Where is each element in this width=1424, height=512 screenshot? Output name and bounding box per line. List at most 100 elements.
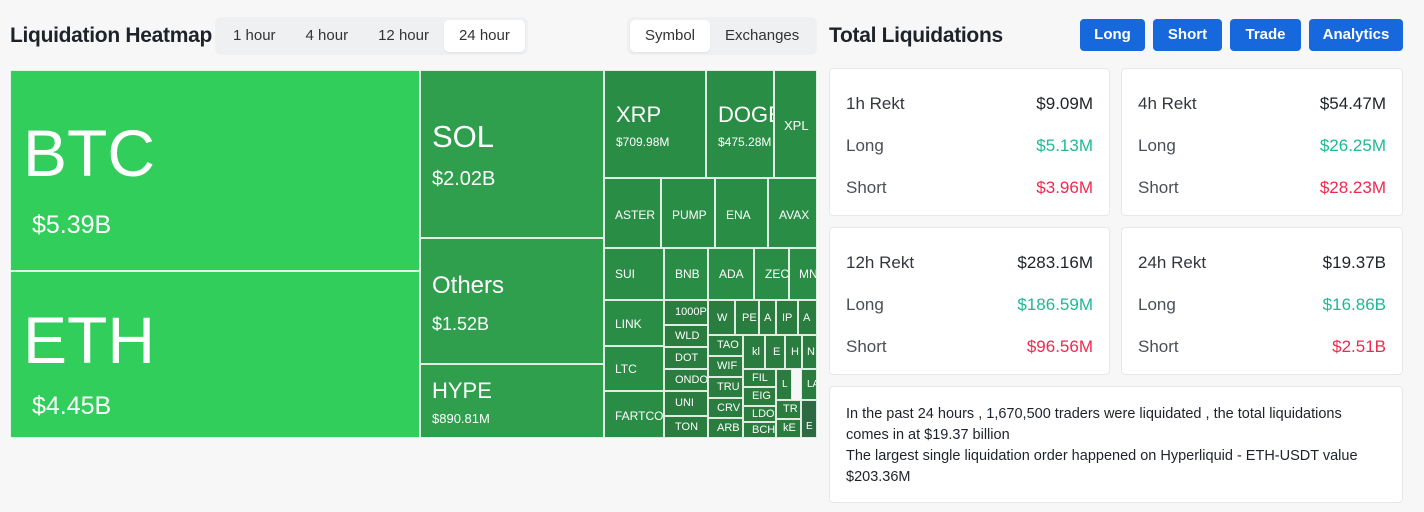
heatmap-tile[interactable]: ENA <box>715 178 768 248</box>
heatmap-tile[interactable]: BTC $5.39B <box>10 70 420 271</box>
liquidation-summary: In the past 24 hours , 1,670,500 traders… <box>829 386 1403 503</box>
heatmap-tile[interactable]: W <box>708 300 735 335</box>
heatmap-tile-symbol: E <box>773 346 781 358</box>
heatmap-tile[interactable]: DOT <box>664 347 708 369</box>
heatmap-tile[interactable]: SUI <box>604 248 664 300</box>
heatmap-tile-symbol: XRP <box>616 102 662 127</box>
heatmap-tile[interactable]: N <box>802 335 817 369</box>
tab-exchanges[interactable]: Exchanges <box>725 27 800 44</box>
heatmap-tile-symbol: A <box>803 312 811 324</box>
heatmap-tile[interactable]: ADA <box>708 248 754 300</box>
long-label: Long <box>846 136 884 155</box>
heatmap-tile[interactable]: DOGE $475.28M <box>706 70 774 178</box>
heatmap-tile[interactable]: ETH $4.45B <box>10 271 420 438</box>
heatmap-tile-symbol: CRV <box>717 402 741 414</box>
heatmap-tile[interactable]: XRP $709.98M <box>604 70 706 178</box>
heatmap-tile[interactable]: SOL $2.02B <box>420 70 604 238</box>
tab-12-hour[interactable]: 12 hour <box>378 27 429 44</box>
heatmap-tile[interactable]: XPL <box>774 70 817 178</box>
tab-1-hour[interactable]: 1 hour <box>233 27 276 44</box>
heatmap-tile[interactable]: WLD <box>664 325 708 347</box>
long-value: $26.25M <box>1319 136 1386 155</box>
heatmap-tile[interactable]: ZEC <box>754 248 789 300</box>
heatmap-tile-symbol: PUMP <box>672 208 707 222</box>
heatmap-tile-symbol: ASTER <box>615 208 656 222</box>
heatmap-tile-value: $2.02B <box>432 168 496 190</box>
heatmap-tile[interactable]: ONDO <box>664 369 708 391</box>
heatmap-tile[interactable]: IP <box>776 300 798 335</box>
heatmap-tile-symbol: PE <box>742 312 757 324</box>
heatmap-tile[interactable]: A <box>798 300 817 335</box>
short-value: $28.23M <box>1319 178 1386 197</box>
rekt-total-value: $283.16M <box>1017 253 1093 272</box>
rekt-total-value: $19.37B <box>1322 253 1386 272</box>
tab-4-hour[interactable]: 4 hour <box>305 27 349 44</box>
short-label: Short <box>846 337 887 356</box>
heatmap-tile[interactable]: BNB <box>664 248 708 300</box>
heatmap-tile[interactable]: E <box>765 335 785 369</box>
short-label: Short <box>846 178 887 197</box>
long-value: $16.86B <box>1322 295 1386 314</box>
time-range-tabs: 1 hour 4 hour 12 hour 24 hour <box>215 17 528 55</box>
heatmap-tile-symbol: ONDO <box>675 374 708 386</box>
heatmap-tile-symbol: TR <box>783 403 798 415</box>
heatmap-tile-symbol: E <box>806 421 813 432</box>
heatmap-tile[interactable]: H <box>785 335 802 369</box>
heatmap-tile[interactable]: 1000PEPE <box>664 300 708 325</box>
analytics-button[interactable]: Analytics <box>1309 19 1403 51</box>
heatmap-tile[interactable]: TRU <box>708 377 743 398</box>
heatmap-tile-symbol: TRU <box>717 381 740 393</box>
summary-line-2: The largest single liquidation order hap… <box>846 448 1358 485</box>
heatmap-tile-symbol: SOL <box>432 119 495 154</box>
heatmap-tile[interactable]: EIG <box>743 387 776 406</box>
heatmap-tile[interactable]: ARB <box>708 418 743 438</box>
heatmap-tile[interactable]: FARTCOIN <box>604 391 664 438</box>
long-label: Long <box>1138 295 1176 314</box>
heatmap-tile-symbol: LTC <box>615 362 637 376</box>
heatmap-tile[interactable]: MNT <box>789 248 817 300</box>
heatmap-tile[interactable]: PE <box>735 300 759 335</box>
heatmap-tile[interactable]: A <box>759 300 776 335</box>
heatmap-tile-symbol: Others <box>432 272 505 299</box>
heatmap-tile-value: $709.98M <box>616 135 670 149</box>
long-value: $5.13M <box>1036 136 1093 155</box>
heatmap-tile[interactable]: PUMP <box>661 178 715 248</box>
heatmap-tile[interactable]: TAO <box>708 335 743 356</box>
view-mode-tabs: Symbol Exchanges <box>627 17 818 55</box>
heatmap-tile[interactable]: BCH <box>743 422 776 438</box>
heatmap-tile[interactable]: UNI <box>664 391 708 416</box>
rekt-total-value: $9.09M <box>1036 94 1093 113</box>
heatmap-tile[interactable]: L <box>776 369 792 400</box>
heatmap-tile-symbol: H <box>791 346 799 358</box>
heatmap-tile[interactable]: Others $1.52B <box>420 238 604 364</box>
heatmap-tile[interactable]: WIF <box>708 356 743 377</box>
heatmap-tile[interactable]: LA <box>801 369 817 400</box>
heatmap-tile[interactable]: HYPE $890.81M <box>420 364 604 438</box>
tab-symbol[interactable]: Symbol <box>630 20 711 52</box>
heatmap-tile[interactable]: CRV <box>708 398 743 418</box>
heatmap-tile[interactable]: LDO <box>743 406 776 422</box>
heatmap-tile[interactable]: ASTER <box>604 178 661 248</box>
heatmap-tile-symbol: FIL <box>752 372 768 384</box>
heatmap-tile-value: $5.39B <box>32 211 112 239</box>
trade-button[interactable]: Trade <box>1230 19 1301 51</box>
heatmap-tile[interactable]: TON <box>664 416 708 438</box>
short-button[interactable]: Short <box>1153 19 1222 51</box>
heatmap-tile[interactable]: LINK <box>604 300 664 346</box>
heatmap-tile[interactable]: E <box>801 400 817 438</box>
heatmap-tile[interactable]: FIL <box>743 369 776 387</box>
long-button[interactable]: Long <box>1080 19 1145 51</box>
short-label: Short <box>1138 178 1179 197</box>
tab-24-hour[interactable]: 24 hour <box>443 20 525 52</box>
heatmap-tile[interactable]: kE <box>776 419 801 438</box>
heatmap-tile-symbol: LDO <box>752 408 775 420</box>
long-value: $186.59M <box>1017 295 1093 314</box>
heatmap-tile-symbol: ENA <box>726 208 751 222</box>
heatmap-tile[interactable]: kl <box>743 335 765 369</box>
heatmap-tile[interactable]: AVAX <box>768 178 817 248</box>
heatmap-tile[interactable]: LTC <box>604 346 664 391</box>
heatmap-tile[interactable]: TR <box>776 400 801 419</box>
rekt-card-label: 4h Rekt <box>1138 94 1197 113</box>
heatmap-tile-value: $890.81M <box>432 411 490 426</box>
short-value: $3.96M <box>1036 178 1093 197</box>
